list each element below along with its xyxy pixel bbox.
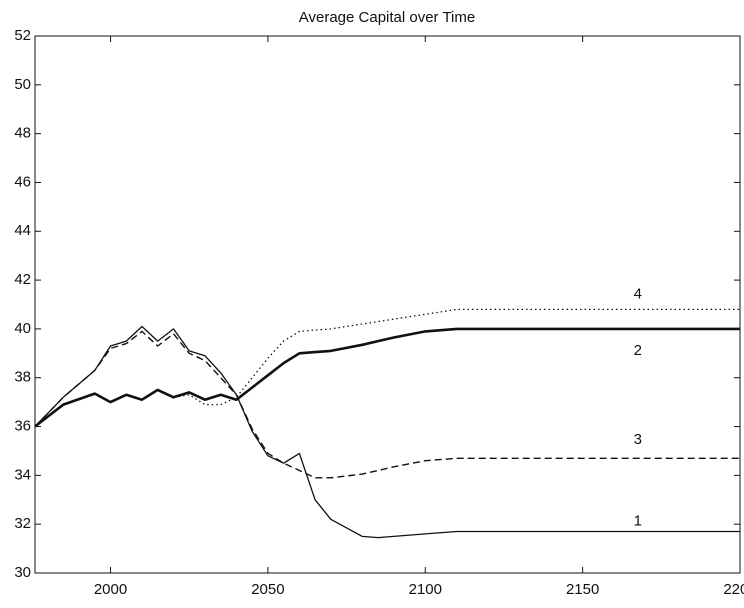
- y-tick-label: 46: [14, 173, 31, 190]
- y-tick-label: 34: [14, 466, 31, 483]
- plot-frame: [34, 35, 741, 574]
- y-tick-label: 50: [14, 76, 31, 93]
- series-label: 4: [634, 285, 642, 302]
- y-tick-label: 36: [14, 418, 31, 435]
- series-line: [34, 308, 740, 428]
- series-label: 3: [634, 431, 642, 448]
- y-tick-label: 42: [14, 271, 31, 288]
- x-tick-label: 2000: [94, 581, 127, 598]
- y-tick-label: 32: [14, 515, 31, 532]
- y-tick-label: 38: [14, 369, 31, 386]
- x-tick-label: 2100: [409, 581, 442, 598]
- y-tick-label: 48: [14, 125, 31, 142]
- series-label: 1: [634, 512, 642, 529]
- x-tick-label: 2150: [566, 581, 599, 598]
- series-line: [34, 327, 740, 428]
- series-line: [34, 325, 740, 539]
- y-tick-label: 40: [14, 320, 31, 337]
- x-tick-label: 2050: [251, 581, 284, 598]
- chart-title: Average Capital over Time: [299, 9, 475, 26]
- y-tick-label: 52: [14, 27, 31, 44]
- series-label: 2: [634, 342, 642, 359]
- y-tick-label: 30: [14, 564, 31, 581]
- y-tick-label: 44: [14, 222, 31, 239]
